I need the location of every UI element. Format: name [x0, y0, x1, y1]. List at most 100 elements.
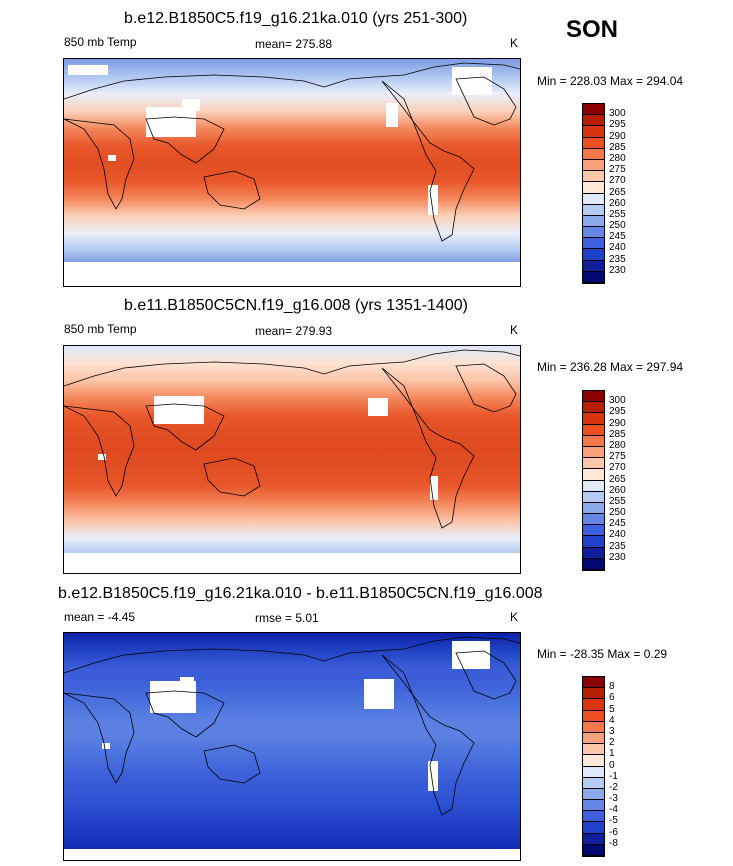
colorbar-tick-label: 280	[609, 152, 626, 164]
panel-2-temperature-field	[64, 346, 520, 573]
colorbar-box	[583, 502, 604, 515]
panel-2-map	[63, 345, 521, 574]
panel-3-map-svg	[64, 633, 520, 860]
panel-1-temperature-field	[64, 59, 520, 286]
colorbar-tick-label: 230	[609, 551, 626, 563]
panel-3-coastlines	[64, 636, 520, 816]
panel-2-coastlines	[64, 349, 520, 529]
panel-3-mean: mean = -4.45	[64, 610, 136, 624]
colorbar-tick-label: 2	[609, 737, 615, 749]
panel-2-map-svg	[64, 346, 520, 573]
colorbar-box	[583, 413, 604, 425]
colorbar-tick-label: -1	[609, 770, 618, 782]
colorbar-box	[583, 402, 604, 414]
panel-1-coastlines	[64, 62, 520, 242]
colorbar-tick-label: 3	[609, 725, 615, 737]
colorbar-box	[583, 844, 604, 856]
colorbar-box	[583, 558, 604, 570]
colorbar-tick-label: 295	[609, 119, 626, 131]
colorbar-tick-label: 1	[609, 748, 615, 760]
panel-2-mean: mean= 279.93	[255, 324, 333, 338]
colorbar-tick-label: 235	[609, 540, 626, 552]
panel-1-range: Min = 228.03 Max = 294.04	[537, 74, 684, 88]
colorbar-box	[583, 115, 604, 127]
colorbar-box	[583, 271, 604, 283]
colorbar-box	[583, 788, 604, 801]
colorbar-box	[583, 171, 604, 183]
colorbar-box	[583, 811, 604, 823]
colorbar-box	[583, 104, 604, 116]
colorbar-tick-label: 265	[609, 186, 626, 198]
colorbar-box	[583, 833, 604, 845]
colorbar-tick-label: -5	[609, 815, 618, 827]
colorbar-box	[583, 677, 604, 689]
colorbar-box	[583, 688, 604, 700]
colorbar-box	[583, 822, 604, 834]
colorbar-box	[583, 446, 604, 459]
colorbar-tick-label: -6	[609, 826, 618, 838]
panel-1-variable: 850 mb Temp	[64, 35, 137, 49]
colorbar-box	[583, 710, 604, 722]
colorbar-tick-label: 250	[609, 507, 626, 519]
colorbar-tick-label: 230	[609, 264, 626, 276]
colorbar-box	[583, 260, 604, 272]
colorbar-box	[583, 755, 604, 767]
colorbar-box	[583, 193, 604, 205]
panel-3-difference-field	[64, 633, 520, 860]
colorbar-box	[583, 227, 604, 239]
panel-3-units: K	[510, 610, 519, 624]
colorbar-box	[583, 480, 604, 492]
panel-1-units: K	[510, 36, 519, 50]
colorbar-tick-label: 275	[609, 451, 626, 463]
colorbar-box	[583, 424, 604, 436]
colorbar-tick-label: 270	[609, 175, 626, 187]
panel-1-map	[63, 58, 521, 287]
colorbar-tick-label: 5	[609, 703, 615, 715]
colorbar-box	[583, 744, 604, 756]
panel-1-mean: mean= 275.88	[255, 37, 333, 51]
colorbar-box	[583, 137, 604, 149]
colorbar-tick-label: -8	[609, 837, 618, 849]
panel-2-variable: 850 mb Temp	[64, 322, 137, 336]
colorbar-tick-label: 255	[609, 208, 626, 220]
colorbar-box	[583, 159, 604, 172]
panel-1-map-svg	[64, 59, 520, 286]
panel-1-colorbar	[582, 103, 605, 284]
colorbar-box	[583, 491, 604, 503]
colorbar-tick-label: -2	[609, 781, 618, 793]
colorbar-tick-label: 255	[609, 495, 626, 507]
colorbar-box	[583, 215, 604, 228]
colorbar-box	[583, 249, 604, 261]
colorbar-tick-label: 285	[609, 428, 626, 440]
panel-1-title: b.e12.B1850C5.f19_g16.21ka.010 (yrs 251-…	[124, 10, 468, 27]
colorbar-tick-label: 280	[609, 439, 626, 451]
colorbar-box	[583, 469, 604, 481]
colorbar-box	[583, 766, 604, 778]
colorbar-tick-label: 0	[609, 759, 615, 771]
colorbar-tick-label: 300	[609, 108, 626, 120]
colorbar-box	[583, 514, 604, 526]
colorbar-tick-label: 295	[609, 406, 626, 418]
panel-2-units: K	[510, 323, 519, 337]
panel-3-missing-data	[64, 641, 520, 860]
colorbar-box	[583, 148, 604, 160]
colorbar-box	[583, 699, 604, 711]
colorbar-tick-label: 260	[609, 197, 626, 209]
colorbar-box	[583, 182, 604, 194]
colorbar-box	[583, 721, 604, 733]
colorbar-box	[583, 525, 604, 537]
panel-3-map	[63, 632, 521, 861]
colorbar-tick-label: 245	[609, 231, 626, 243]
panel-2-colorbar	[582, 390, 605, 571]
colorbar-tick-label: 240	[609, 529, 626, 541]
colorbar-tick-label: -3	[609, 793, 618, 805]
colorbar-box	[583, 458, 604, 470]
colorbar-box	[583, 732, 604, 745]
colorbar-box	[583, 238, 604, 250]
colorbar-box	[583, 800, 604, 812]
colorbar-box	[583, 547, 604, 559]
colorbar-tick-label: 290	[609, 417, 626, 429]
panel-2-range: Min = 236.28 Max = 297.94	[537, 360, 684, 374]
colorbar-box	[583, 391, 604, 403]
colorbar-tick-label: 285	[609, 141, 626, 153]
